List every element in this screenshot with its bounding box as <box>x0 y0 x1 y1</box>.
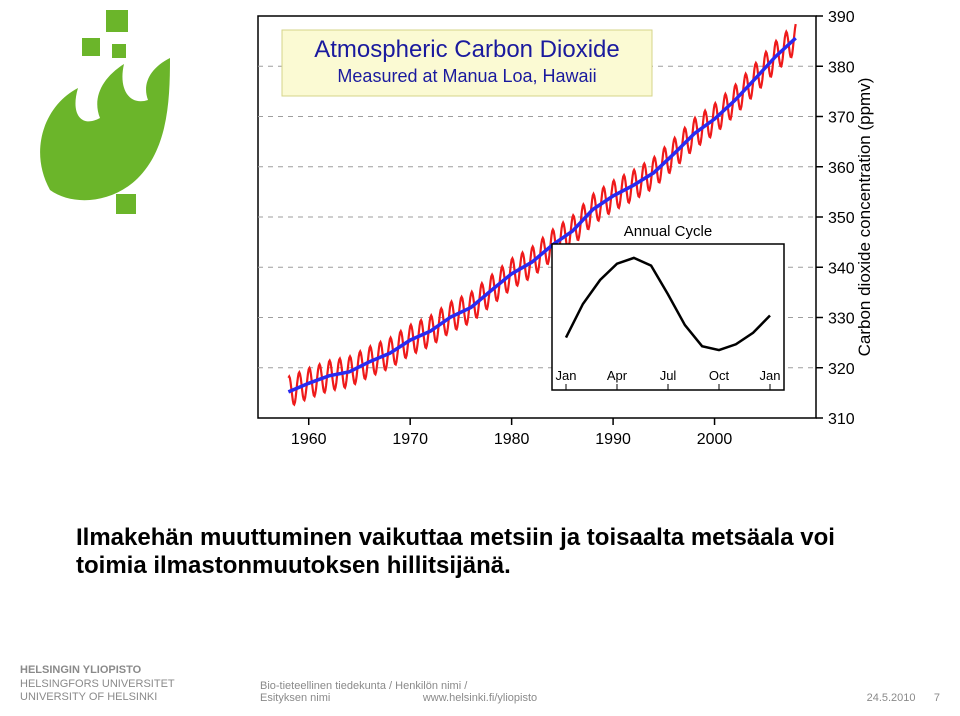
svg-text:Oct: Oct <box>709 368 730 383</box>
svg-text:350: 350 <box>828 210 855 227</box>
university-fi: HELSINGIN YLIOPISTO <box>20 664 175 677</box>
footer-date: 24.5.2010 <box>867 692 916 704</box>
svg-text:1960: 1960 <box>291 431 327 448</box>
svg-text:Atmospheric Carbon Dioxide: Atmospheric Carbon Dioxide <box>314 36 619 63</box>
footer-url: www.helsinki.fi/yliopisto <box>423 692 537 704</box>
svg-text:320: 320 <box>828 361 855 378</box>
svg-text:310: 310 <box>828 411 855 428</box>
svg-text:2000: 2000 <box>697 431 733 448</box>
svg-text:330: 330 <box>828 311 855 328</box>
university-sv: HELSINGFORS UNIVERSITET <box>20 678 175 691</box>
svg-text:Annual Cycle: Annual Cycle <box>624 223 712 240</box>
flame-logo <box>20 10 190 225</box>
slide-footer: HELSINGIN YLIOPISTO HELSINGFORS UNIVERSI… <box>20 664 940 704</box>
svg-text:Jan: Jan <box>556 368 577 383</box>
dept-author: Bio-tieteellinen tiedekunta / Henkilön n… <box>260 680 467 692</box>
flame-icon <box>40 10 170 214</box>
svg-text:1990: 1990 <box>595 431 631 448</box>
svg-text:Jan: Jan <box>760 368 781 383</box>
svg-text:1970: 1970 <box>392 431 428 448</box>
svg-text:370: 370 <box>828 110 855 127</box>
svg-text:340: 340 <box>828 260 855 277</box>
svg-text:390: 390 <box>828 9 855 26</box>
svg-text:Measured at Manua Loa, Hawaii: Measured at Manua Loa, Hawaii <box>337 66 596 86</box>
university-en: UNIVERSITY OF HELSINKI <box>20 691 175 704</box>
slide-body-text: Ilmakehän muuttuminen vaikuttaa metsiin … <box>76 524 900 580</box>
svg-text:1980: 1980 <box>494 431 530 448</box>
svg-text:380: 380 <box>828 59 855 76</box>
footer-page: 7 <box>934 692 940 704</box>
svg-text:Carbon dioxide concentration (: Carbon dioxide concentration (ppmv) <box>855 78 874 357</box>
university-name: HELSINGIN YLIOPISTO HELSINGFORS UNIVERSI… <box>20 664 175 704</box>
svg-text:360: 360 <box>828 160 855 177</box>
svg-text:Apr: Apr <box>607 368 628 383</box>
co2-chart: 310 320 330 340 350 360 370 380 390 1960 1970 1980 1… <box>222 8 882 467</box>
svg-text:Jul: Jul <box>660 368 677 383</box>
